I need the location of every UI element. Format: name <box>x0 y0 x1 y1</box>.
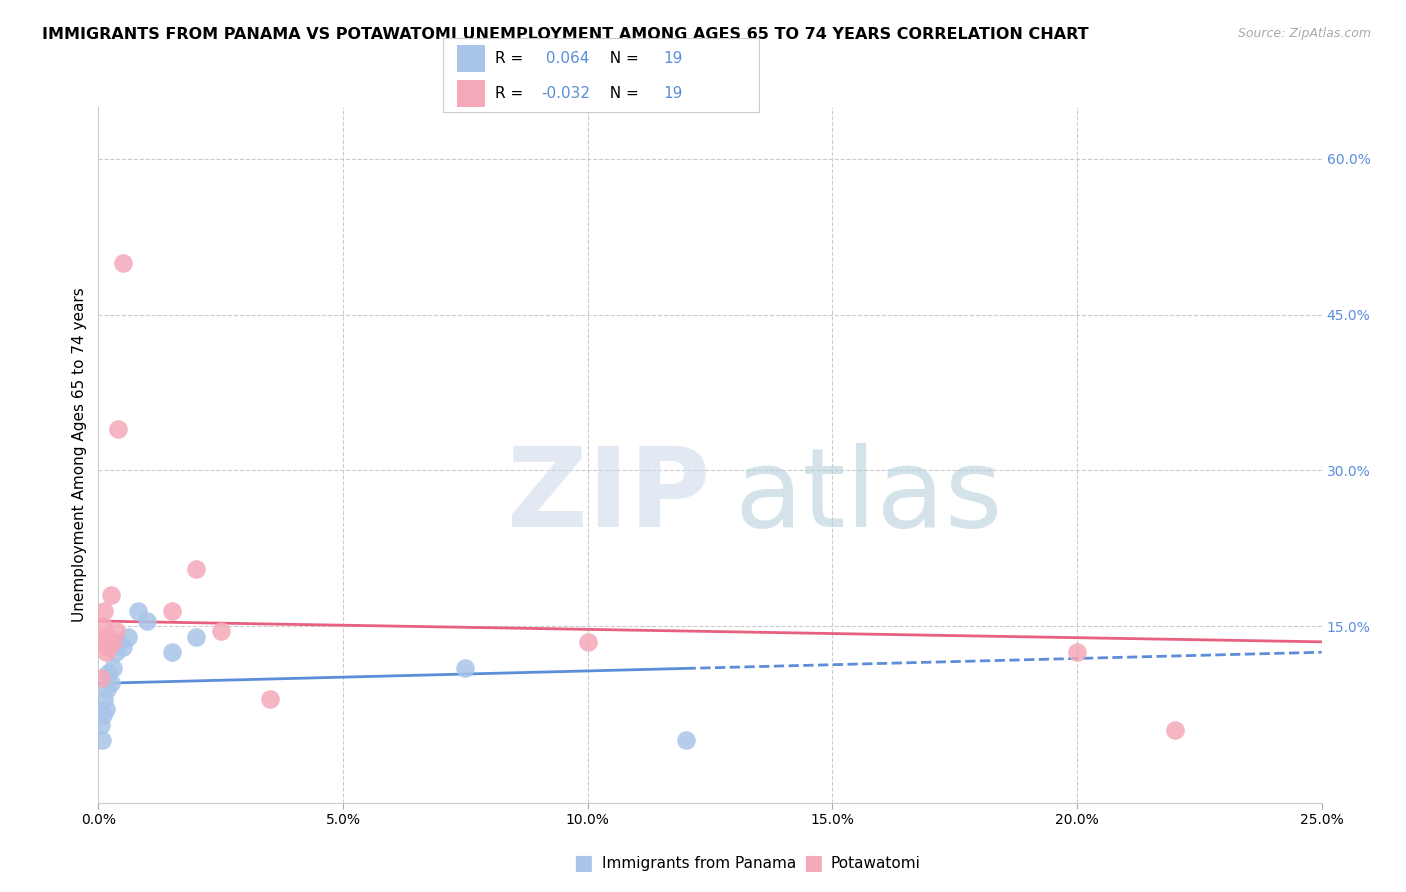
Point <box>94 702 117 716</box>
Text: ■: ■ <box>574 854 593 873</box>
Point <box>97 640 120 654</box>
Point <box>91 619 114 633</box>
Point <box>96 630 118 644</box>
Point <box>1066 645 1088 659</box>
Point <box>93 692 115 706</box>
Point <box>90 671 112 685</box>
Point <box>100 588 122 602</box>
Point <box>91 733 114 747</box>
Text: N =: N = <box>600 52 644 66</box>
Text: R =: R = <box>495 86 529 101</box>
Point <box>91 635 114 649</box>
Point <box>160 645 183 659</box>
Point <box>93 604 115 618</box>
Text: Immigrants from Panama: Immigrants from Panama <box>602 856 796 871</box>
Point <box>91 707 114 722</box>
Point <box>111 640 134 654</box>
Text: IMMIGRANTS FROM PANAMA VS POTAWATOMI UNEMPLOYMENT AMONG AGES 65 TO 74 YEARS CORR: IMMIGRANTS FROM PANAMA VS POTAWATOMI UNE… <box>42 27 1088 42</box>
Text: -0.032: -0.032 <box>541 86 591 101</box>
Point <box>1164 723 1187 738</box>
Text: ■: ■ <box>803 854 823 873</box>
Text: Source: ZipAtlas.com: Source: ZipAtlas.com <box>1237 27 1371 40</box>
Point <box>259 692 281 706</box>
Point <box>117 630 139 644</box>
Point <box>104 624 127 639</box>
Text: 19: 19 <box>664 52 683 66</box>
Point <box>100 676 122 690</box>
Point <box>96 681 118 696</box>
Point <box>675 733 697 747</box>
Point <box>136 614 159 628</box>
Text: R =: R = <box>495 52 529 66</box>
Point <box>576 635 599 649</box>
Point <box>127 604 149 618</box>
Point <box>94 645 117 659</box>
Point <box>209 624 232 639</box>
Point <box>101 635 124 649</box>
Point <box>160 604 183 618</box>
Point <box>107 422 129 436</box>
Point <box>186 562 208 576</box>
Point <box>90 718 112 732</box>
Text: N =: N = <box>600 86 644 101</box>
Text: atlas: atlas <box>734 443 1002 550</box>
Text: 0.064: 0.064 <box>541 52 589 66</box>
Text: ZIP: ZIP <box>506 443 710 550</box>
Point <box>186 630 208 644</box>
Y-axis label: Unemployment Among Ages 65 to 74 years: Unemployment Among Ages 65 to 74 years <box>72 287 87 623</box>
Text: 19: 19 <box>664 86 683 101</box>
Point <box>107 635 129 649</box>
Point <box>454 661 477 675</box>
Text: Potawatomi: Potawatomi <box>831 856 921 871</box>
Point <box>111 256 134 270</box>
Point <box>97 665 120 680</box>
Point <box>101 661 124 675</box>
Point <box>104 645 127 659</box>
